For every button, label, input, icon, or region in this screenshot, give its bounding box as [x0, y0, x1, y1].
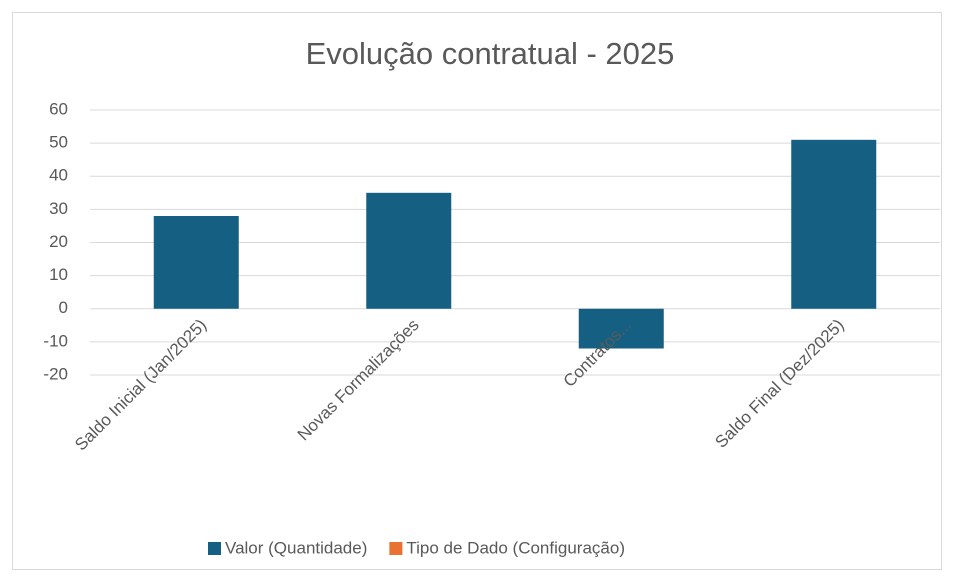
y-tick-label: -10 [43, 331, 68, 350]
y-tick-label: 50 [49, 133, 68, 152]
y-tick-label: 10 [49, 265, 68, 284]
legend-swatch [208, 542, 221, 555]
y-tick-label: 60 [49, 99, 68, 118]
bar [791, 139, 877, 309]
legend-label: Tipo de Dado (Configuração) [406, 538, 625, 557]
legend-swatch [389, 542, 403, 555]
bar [366, 192, 452, 309]
y-tick-label: 20 [49, 232, 68, 251]
y-tick-label: -20 [43, 364, 68, 383]
y-tick-label: 30 [49, 199, 68, 218]
y-tick-label: 0 [59, 298, 68, 317]
legend-label: Valor (Quantidade) [225, 538, 367, 557]
chart-title: Evolução contratual - 2025 [306, 36, 675, 71]
y-tick-label: 40 [49, 166, 68, 185]
bar [153, 216, 239, 309]
bar [578, 308, 664, 349]
